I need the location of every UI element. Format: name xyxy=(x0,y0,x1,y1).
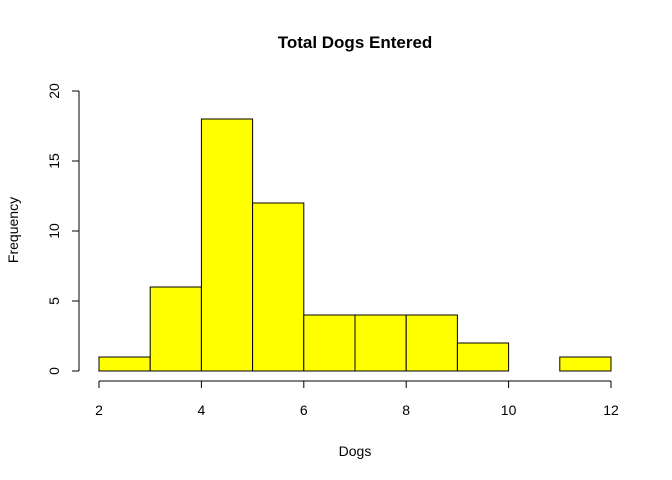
y-tick-label-10: 10 xyxy=(46,223,62,239)
y-tick-label-20: 20 xyxy=(46,83,62,99)
y-axis-label: Frequency xyxy=(5,197,21,263)
y-tick-label-5: 5 xyxy=(46,297,62,305)
histogram-bar-7-8 xyxy=(354,314,407,372)
histogram-bar-11-12 xyxy=(559,356,612,372)
x-tick-label-2: 2 xyxy=(95,402,103,418)
bars-group xyxy=(98,118,612,372)
y-axis: 0 5 10 15 20 xyxy=(46,83,80,375)
x-axis-label: Dogs xyxy=(339,443,372,459)
x-axis: 2 4 6 8 10 12 xyxy=(95,380,619,418)
x-tick-label-12: 12 xyxy=(603,402,619,418)
histogram-bar-4-5 xyxy=(200,118,254,372)
histogram-bar-9-10 xyxy=(456,342,510,372)
y-tick-label-15: 15 xyxy=(46,153,62,169)
histogram-bar-2-3 xyxy=(98,356,151,372)
x-tick-label-4: 4 xyxy=(198,402,206,418)
chart-title: Total Dogs Entered xyxy=(278,33,433,52)
x-tick-label-8: 8 xyxy=(402,402,410,418)
y-tick-label-0: 0 xyxy=(46,367,62,375)
histogram-bar-6-7 xyxy=(303,314,356,372)
x-tick-label-10: 10 xyxy=(501,402,517,418)
histogram-bar-3-4 xyxy=(149,286,202,372)
histogram-bar-8-9 xyxy=(405,314,458,372)
histogram-bar-5-6 xyxy=(252,202,305,372)
x-tick-label-6: 6 xyxy=(300,402,308,418)
